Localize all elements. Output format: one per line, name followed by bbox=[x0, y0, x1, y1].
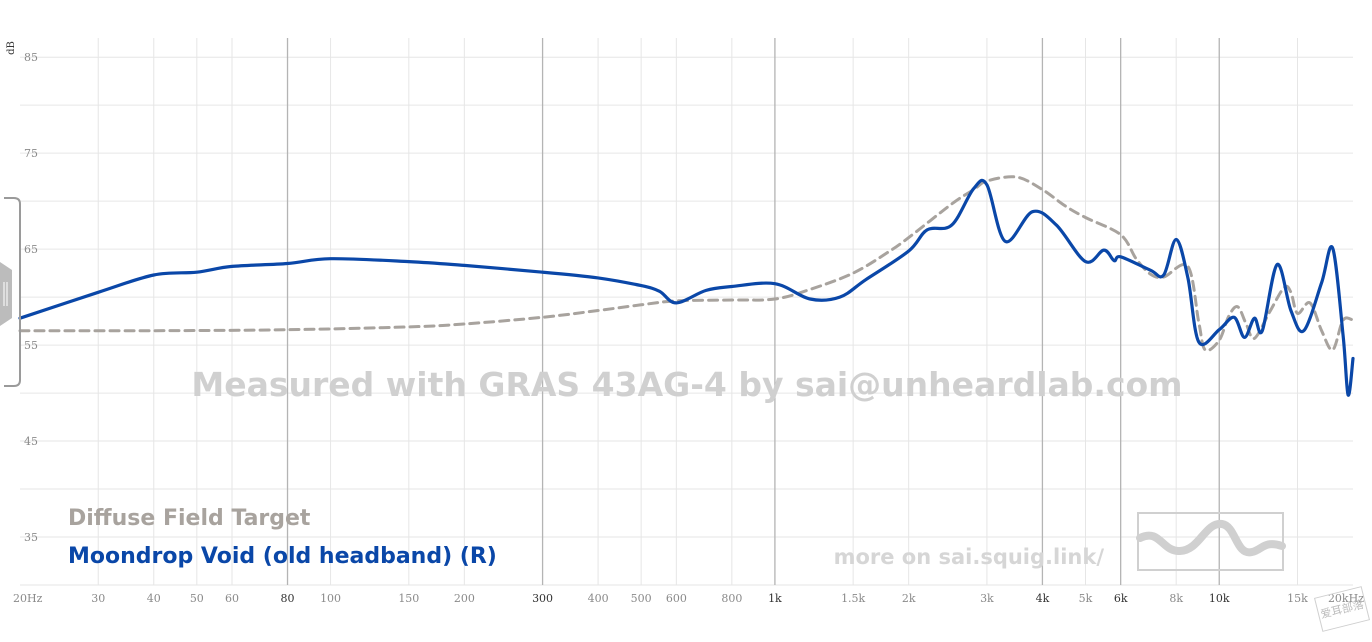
y-tick-label: 75 bbox=[24, 147, 38, 160]
y-axis-ticks: 85 75 65 55 45 35 bbox=[24, 51, 38, 544]
x-tick-label: 5k bbox=[1079, 592, 1093, 605]
x-tick-label: 20Hz bbox=[13, 592, 43, 605]
x-tick-label: 40 bbox=[147, 592, 161, 605]
y-scale-handle[interactable] bbox=[0, 197, 21, 387]
x-tick-label: 100 bbox=[320, 592, 341, 605]
x-tick-label: 20kHz bbox=[1328, 592, 1364, 605]
logo-wave bbox=[1136, 520, 1286, 557]
handle-grip bbox=[0, 262, 12, 326]
x-axis-ticks: 20Hz 30 40 50 60 80 100 150 200 300 400 500 600 800 1k… bbox=[13, 592, 1364, 605]
more-on-link[interactable]: more on sai.squig.link/ bbox=[834, 545, 1105, 569]
stamp-box bbox=[1313, 586, 1371, 632]
horizontal-grid bbox=[20, 56, 1353, 586]
x-tick-label: 6k bbox=[1114, 592, 1128, 605]
x-tick-label: 8k bbox=[1169, 592, 1183, 605]
watermark: Measured with GRAS 43AG-4 by sai@unheard… bbox=[191, 365, 1182, 404]
y-axis-label: dB bbox=[6, 41, 17, 55]
legend: Diffuse Field Target Moondrop Void (old … bbox=[68, 506, 497, 569]
x-tick-label: 60 bbox=[225, 592, 239, 605]
x-tick-label: 300 bbox=[532, 592, 553, 605]
x-tick-label: 1.5k bbox=[841, 592, 865, 605]
x-tick-label: 4k bbox=[1036, 592, 1050, 605]
site-logo bbox=[1136, 512, 1286, 571]
x-tick-label: 800 bbox=[721, 592, 742, 605]
y-tick-label: 65 bbox=[24, 243, 38, 256]
series-layer bbox=[18, 175, 1355, 397]
x-tick-label: 200 bbox=[454, 592, 475, 605]
x-tick-label: 15k bbox=[1287, 592, 1308, 605]
x-tick-label: 400 bbox=[588, 592, 609, 605]
x-tick-label: 2k bbox=[902, 592, 916, 605]
x-tick-label: 50 bbox=[190, 592, 204, 605]
legend-entry-measurement: Moondrop Void (old headband) (R) bbox=[68, 544, 497, 569]
x-tick-label: 80 bbox=[281, 592, 295, 605]
handle-bracket bbox=[4, 197, 21, 387]
series-line-target bbox=[18, 175, 1355, 353]
x-tick-label: 10k bbox=[1209, 592, 1230, 605]
x-tick-label: 1k bbox=[768, 592, 782, 605]
x-tick-label: 600 bbox=[666, 592, 687, 605]
x-tick-label: 30 bbox=[91, 592, 105, 605]
y-tick-label: 45 bbox=[24, 435, 38, 448]
logo-frame bbox=[1137, 512, 1284, 571]
series-line-measurement bbox=[18, 178, 1355, 397]
y-tick-label: 85 bbox=[24, 51, 38, 64]
x-tick-label: 150 bbox=[398, 592, 419, 605]
x-tick-label: 500 bbox=[631, 592, 652, 605]
y-tick-label: 55 bbox=[24, 339, 38, 352]
x-tick-label: 3k bbox=[980, 592, 994, 605]
legend-entry-target: Diffuse Field Target bbox=[68, 506, 311, 531]
y-tick-label: 35 bbox=[24, 531, 38, 544]
